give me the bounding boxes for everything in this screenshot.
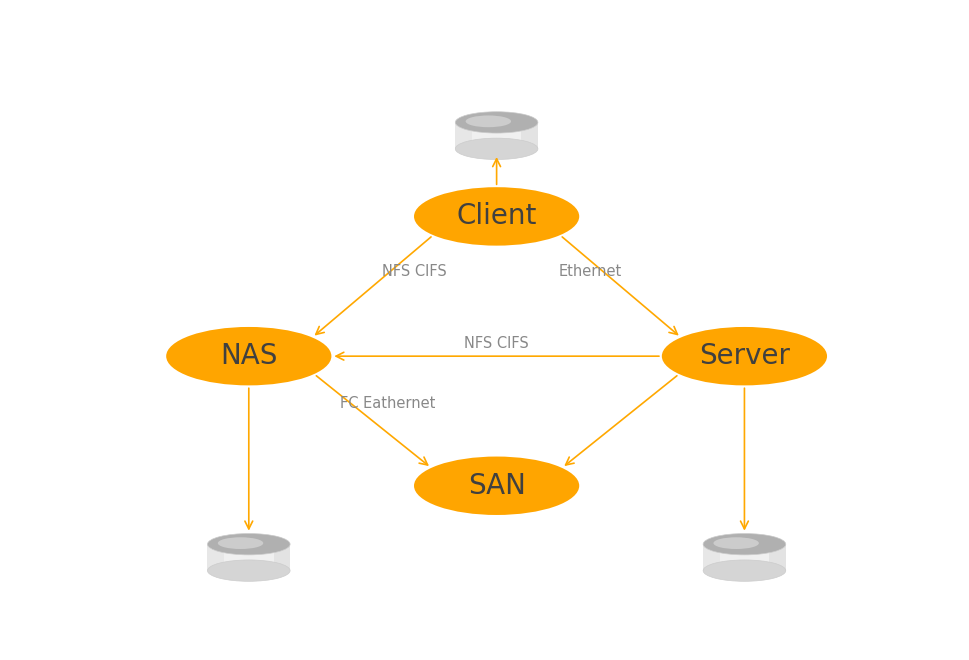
Text: Ethernet: Ethernet <box>559 263 622 279</box>
Ellipse shape <box>218 537 264 549</box>
Text: NAS: NAS <box>220 342 277 370</box>
Polygon shape <box>769 544 786 571</box>
Ellipse shape <box>703 533 786 555</box>
Ellipse shape <box>207 560 290 581</box>
Text: Server: Server <box>699 342 790 370</box>
Polygon shape <box>455 122 538 148</box>
Text: SAN: SAN <box>468 472 525 500</box>
Polygon shape <box>703 544 786 571</box>
Text: NFS CIFS: NFS CIFS <box>464 336 529 351</box>
Polygon shape <box>455 122 472 148</box>
Ellipse shape <box>709 534 784 552</box>
Ellipse shape <box>166 327 331 385</box>
Polygon shape <box>521 122 538 148</box>
Ellipse shape <box>466 115 511 127</box>
Ellipse shape <box>461 112 536 131</box>
Text: FC Eathernet: FC Eathernet <box>340 396 435 411</box>
Polygon shape <box>207 544 224 571</box>
Ellipse shape <box>703 560 786 581</box>
Ellipse shape <box>455 112 538 133</box>
Text: NFS CIFS: NFS CIFS <box>382 263 447 279</box>
Ellipse shape <box>455 138 538 160</box>
Polygon shape <box>207 544 290 571</box>
Polygon shape <box>703 544 720 571</box>
Polygon shape <box>273 544 290 571</box>
Ellipse shape <box>662 327 828 385</box>
Ellipse shape <box>713 537 759 549</box>
Ellipse shape <box>414 187 579 246</box>
Ellipse shape <box>414 457 579 515</box>
Text: Client: Client <box>456 203 537 230</box>
Ellipse shape <box>207 533 290 555</box>
Ellipse shape <box>214 534 288 552</box>
